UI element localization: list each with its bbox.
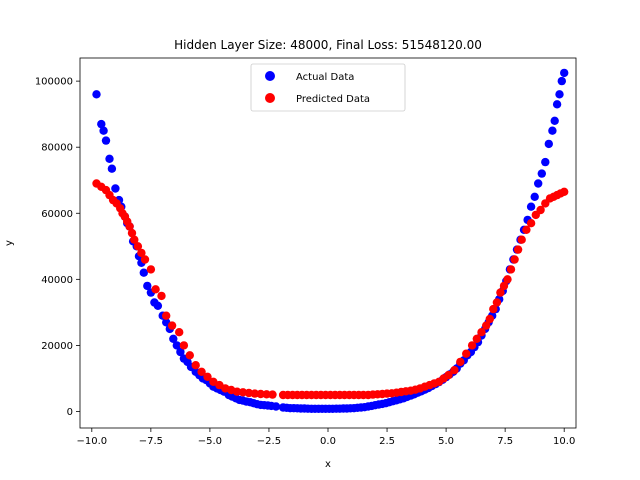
- point-predicted: [462, 349, 471, 358]
- point-actual: [544, 139, 553, 149]
- point-actual: [107, 164, 117, 173]
- point-actual: [139, 268, 148, 277]
- x-tick-label: −2.5: [257, 436, 281, 447]
- point-actual: [557, 76, 566, 86]
- point-predicted: [506, 265, 516, 274]
- y-tick-label: 100000: [35, 77, 73, 88]
- point-predicted: [262, 390, 271, 399]
- point-predicted: [162, 311, 171, 320]
- point-actual: [271, 402, 281, 411]
- point-predicted: [536, 205, 545, 215]
- point-predicted: [146, 265, 156, 274]
- y-tick-label: 60000: [41, 209, 73, 220]
- point-predicted: [489, 304, 498, 314]
- point-actual: [530, 192, 539, 201]
- x-tick-label: 5.0: [438, 436, 454, 447]
- point-actual: [548, 126, 557, 135]
- x-tick-label: 2.5: [379, 436, 395, 447]
- point-actual: [550, 116, 559, 126]
- legend-box: [250, 63, 406, 112]
- point-predicted: [482, 321, 491, 330]
- point-predicted: [133, 242, 143, 251]
- y-tick-label: 40000: [41, 275, 73, 286]
- point-actual: [143, 281, 152, 291]
- x-axis-label: x: [325, 459, 331, 470]
- point-predicted: [167, 321, 177, 330]
- point-actual: [92, 90, 101, 99]
- point-predicted: [503, 275, 512, 284]
- point-actual: [526, 202, 536, 211]
- y-tick-label: 0: [67, 407, 73, 418]
- point-predicted: [191, 361, 200, 370]
- point-predicted: [256, 389, 265, 399]
- legend-marker-actual: [265, 71, 275, 81]
- y-tick-label: 80000: [41, 143, 73, 154]
- point-actual: [101, 136, 111, 145]
- point-predicted: [125, 222, 134, 231]
- point-actual: [169, 334, 178, 343]
- point-actual: [552, 100, 562, 109]
- point-predicted: [517, 235, 526, 244]
- point-actual: [99, 126, 108, 135]
- point-predicted: [492, 298, 502, 307]
- point-predicted: [522, 225, 531, 234]
- y-tick-label: 20000: [41, 341, 73, 352]
- point-predicted: [197, 367, 206, 376]
- point-predicted: [472, 334, 481, 343]
- point-predicted: [175, 328, 184, 337]
- point-actual: [555, 90, 564, 99]
- point-predicted: [485, 314, 494, 324]
- legend-marker-predicted: [265, 93, 275, 103]
- point-predicted: [444, 370, 453, 380]
- point-predicted: [510, 255, 519, 264]
- x-tick-label: 7.5: [497, 436, 513, 447]
- x-axis-ticks: −10.0 −7.5 −5.0 −2.5 0.0 2.5 5.0 7.5 10.0: [76, 428, 575, 447]
- point-actual: [176, 347, 185, 357]
- point-predicted: [499, 281, 509, 291]
- point-actual: [97, 119, 106, 129]
- y-axis-ticks: 0 20000 40000 60000 80000 100000: [35, 77, 80, 418]
- x-tick-label: −7.5: [139, 436, 163, 447]
- point-actual: [541, 157, 550, 167]
- data-points: [92, 68, 569, 413]
- legend-label-actual: Actual Data: [296, 72, 354, 83]
- x-tick-label: 0.0: [320, 436, 336, 447]
- point-predicted: [513, 245, 523, 254]
- point-predicted: [456, 357, 465, 367]
- point-predicted: [157, 291, 166, 301]
- point-actual: [172, 341, 181, 350]
- point-predicted: [140, 255, 150, 264]
- y-axis-label: y: [4, 240, 15, 246]
- x-tick-label: −10.0: [76, 436, 107, 447]
- point-predicted: [526, 219, 536, 228]
- point-predicted: [450, 366, 459, 375]
- chart-title: Hidden Layer Size: 48000, Final Loss: 51…: [174, 38, 482, 52]
- point-actual: [534, 179, 543, 188]
- legend: Actual Data Predicted Data: [250, 63, 406, 112]
- point-predicted: [496, 288, 505, 297]
- point-actual: [537, 169, 546, 178]
- point-predicted: [560, 187, 569, 196]
- point-predicted: [179, 341, 189, 350]
- point-predicted: [127, 228, 137, 238]
- point-predicted: [130, 235, 139, 244]
- point-predicted: [203, 372, 212, 381]
- point-predicted: [185, 351, 194, 360]
- point-actual: [153, 301, 163, 310]
- point-predicted: [467, 341, 477, 350]
- x-tick-label: 10.0: [553, 436, 575, 447]
- point-predicted: [268, 390, 277, 399]
- point-predicted: [477, 328, 486, 337]
- point-actual: [560, 68, 569, 78]
- point-predicted: [137, 248, 146, 258]
- x-tick-label: −5.0: [198, 436, 222, 447]
- legend-label-predicted: Predicted Data: [296, 94, 370, 105]
- point-predicted: [151, 285, 160, 294]
- point-actual: [105, 154, 114, 163]
- point-actual: [111, 184, 120, 193]
